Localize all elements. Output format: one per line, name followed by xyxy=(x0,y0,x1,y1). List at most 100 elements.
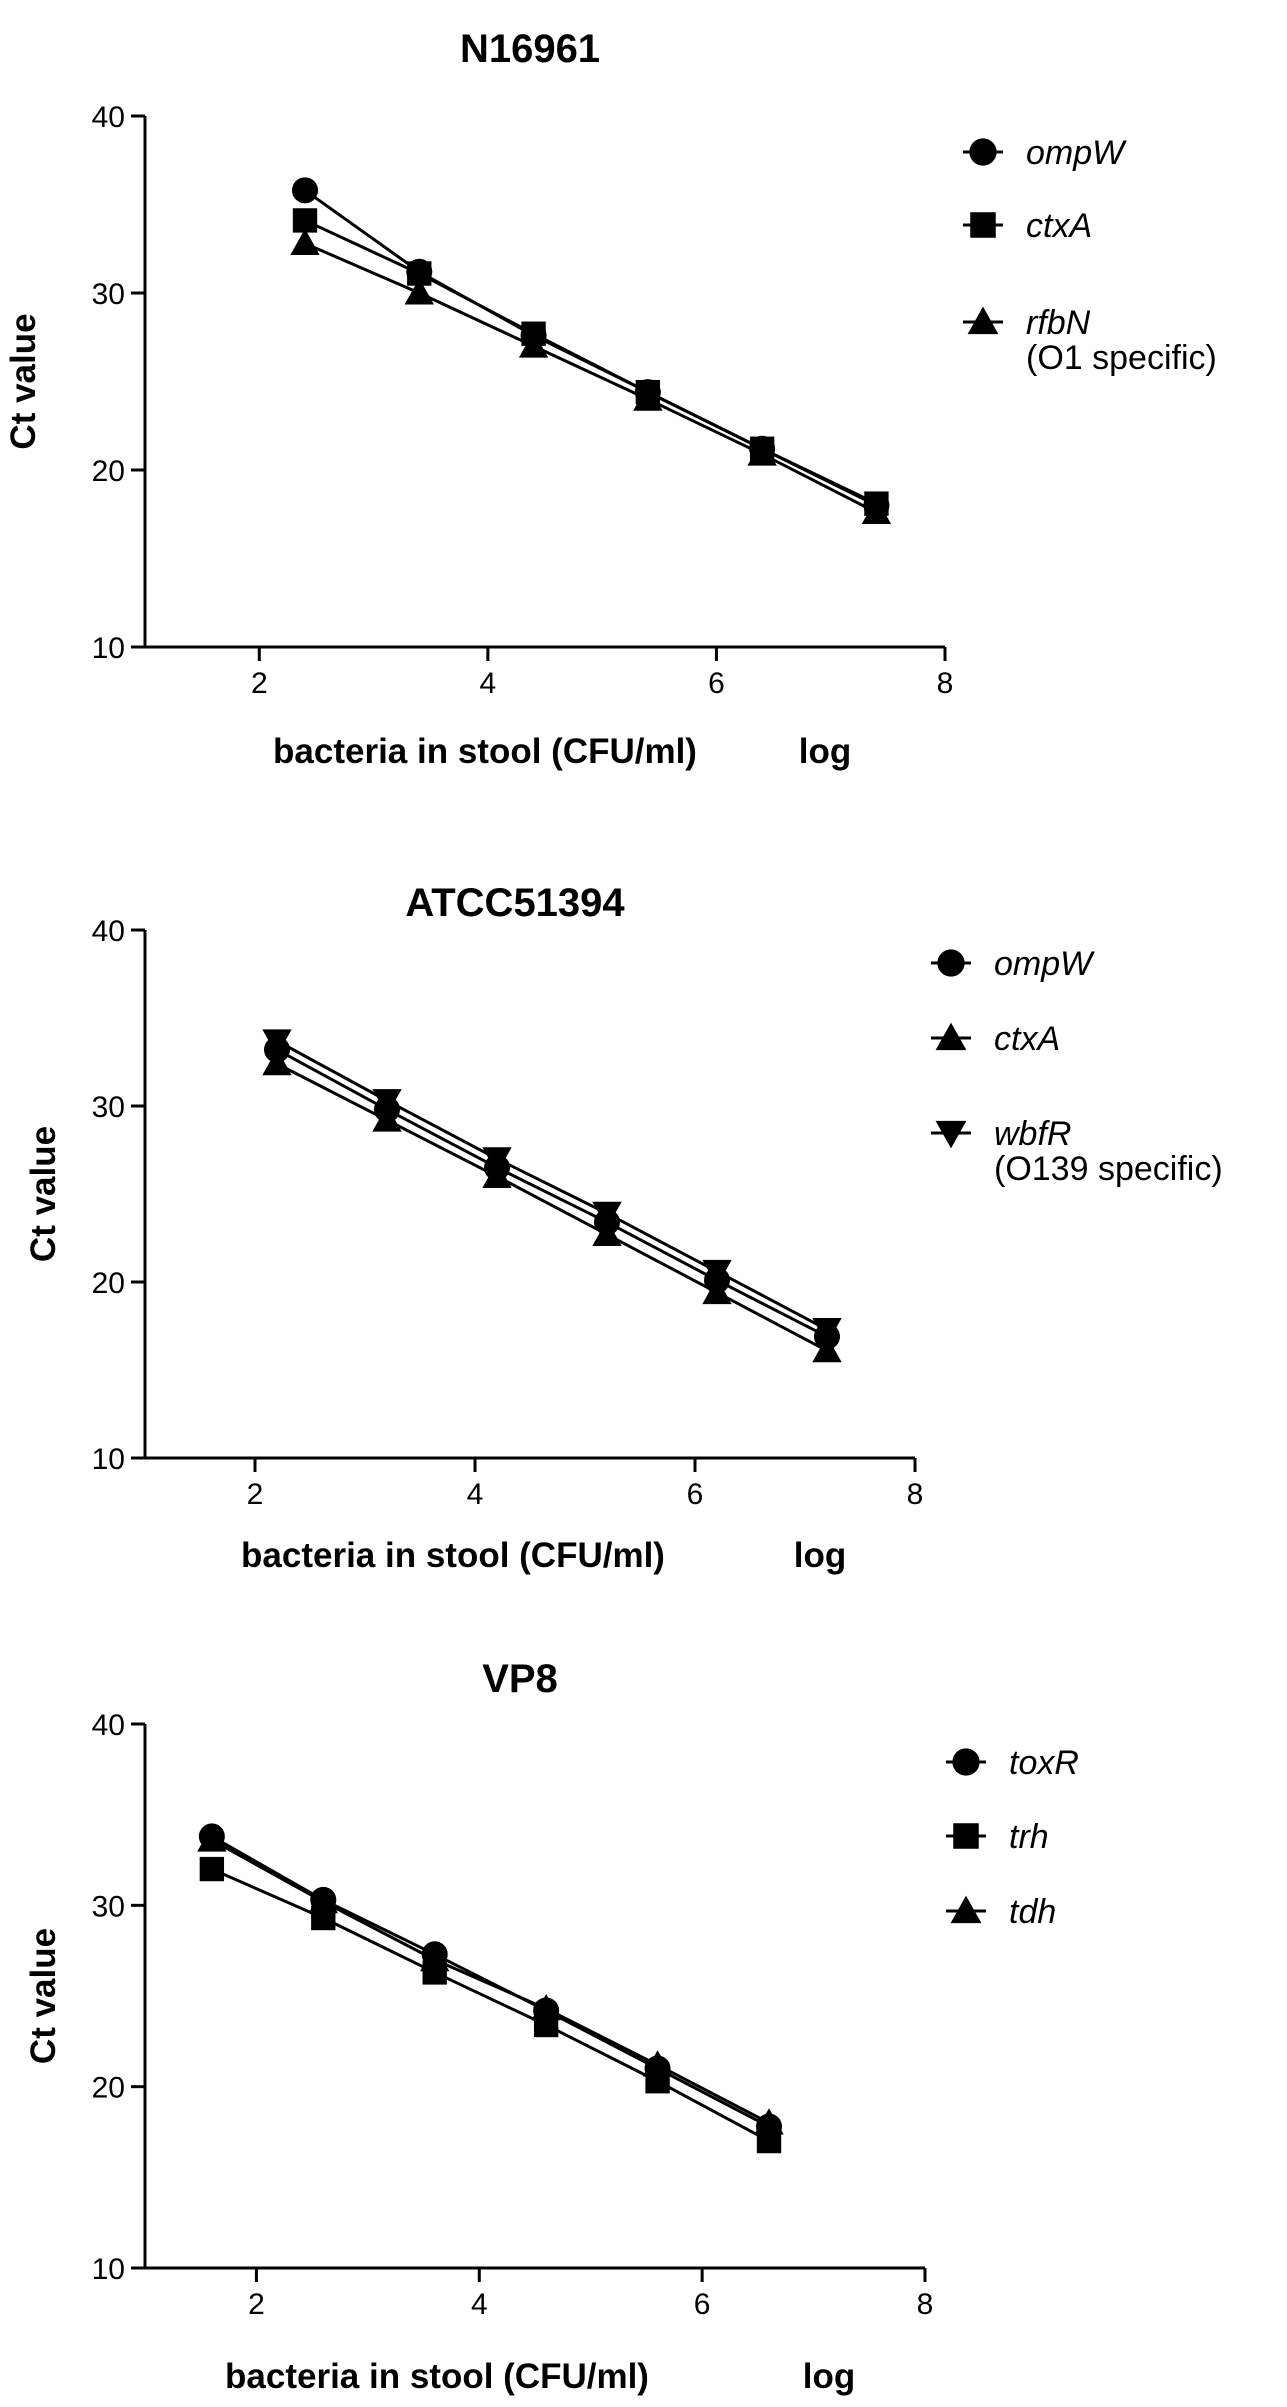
data-point xyxy=(702,1259,732,1287)
data-point xyxy=(262,1049,292,1076)
data-point xyxy=(290,228,320,255)
legend-note: (O1 specific) xyxy=(1026,339,1217,377)
x-tick-label: 4 xyxy=(471,2288,488,2321)
legend-marker-circle xyxy=(937,949,965,977)
chart-title: VP8 xyxy=(482,1657,558,1701)
x-tick-label: 4 xyxy=(480,667,497,700)
y-tick-label: 20 xyxy=(92,2072,125,2105)
series-ctxA xyxy=(292,208,889,516)
x-axis-label-log: log xyxy=(799,732,851,771)
data-point xyxy=(372,1089,402,1116)
x-tick-label: 4 xyxy=(467,1478,484,1511)
x-tick-label: 6 xyxy=(687,1478,704,1511)
legend-label: rfbN xyxy=(1026,304,1091,342)
legend-label: trh xyxy=(1009,1818,1049,1856)
data-point xyxy=(199,1856,225,1882)
legend-label: ompW xyxy=(994,945,1095,983)
data-point xyxy=(754,2108,784,2135)
series-ompW xyxy=(263,1036,841,1350)
data-point xyxy=(308,1887,338,1914)
x-axis-label: bacteria in stool (CFU/ml) xyxy=(241,1536,665,1575)
y-tick-label: 10 xyxy=(92,1443,125,1476)
data-point xyxy=(292,208,318,233)
y-axis-label: Ct value xyxy=(24,1126,63,1262)
x-tick-label: 8 xyxy=(937,667,954,700)
series-line xyxy=(211,1867,770,2143)
x-tick-label: 2 xyxy=(248,2288,265,2321)
legend-label: ompW xyxy=(1026,134,1127,172)
data-point xyxy=(702,1277,732,1305)
data-point xyxy=(518,331,549,358)
series-rfbN xyxy=(290,228,892,525)
y-tick-label: 40 xyxy=(92,101,125,134)
series-tdh xyxy=(197,1825,784,2135)
legend-marker-triangle-up xyxy=(935,1022,967,1051)
data-point xyxy=(482,1161,512,1188)
y-tick-label: 40 xyxy=(92,915,125,948)
legend-marker-triangle-up xyxy=(967,306,999,335)
data-point xyxy=(812,1317,842,1345)
x-tick-label: 2 xyxy=(247,1478,264,1511)
series-line xyxy=(211,1835,770,2128)
data-point xyxy=(592,1219,622,1247)
legend-label: toxR xyxy=(1009,1744,1079,1782)
legend-label: wbfR xyxy=(994,1115,1071,1153)
y-tick-label: 30 xyxy=(92,278,125,311)
data-point xyxy=(372,1105,402,1132)
series-line xyxy=(276,1039,828,1331)
legend-marker-circle xyxy=(969,138,997,166)
legend-marker-square xyxy=(953,1823,979,1849)
series-trh xyxy=(199,1856,782,2154)
y-axis-label: Ct value xyxy=(24,1928,63,2064)
data-point xyxy=(633,384,663,411)
data-point xyxy=(262,1029,292,1056)
series-line xyxy=(276,1062,828,1352)
data-point xyxy=(592,1201,622,1229)
data-point xyxy=(812,1335,842,1363)
data-point xyxy=(747,439,777,466)
chart-panel-1: N16961 10 20 30 40 2 4 6 8 bacteria in stool (CFU… xyxy=(4,27,1217,771)
y-tick-label: 30 xyxy=(92,1091,125,1124)
series-line xyxy=(211,1838,770,2125)
data-point xyxy=(197,1825,227,1852)
x-tick-label: 8 xyxy=(917,2288,934,2321)
x-axis-label-log: log xyxy=(794,1536,846,1575)
x-tick-label: 2 xyxy=(251,667,268,700)
y-axis-label: Ct value xyxy=(4,313,43,449)
data-point xyxy=(482,1147,512,1174)
legend-marker-triangle-down xyxy=(935,1120,967,1149)
chart-panel-2: ATCC51394 10 20 30 40 2 4 6 8 bacteria in stool (… xyxy=(24,881,1223,1575)
series-line xyxy=(276,1048,828,1338)
y-tick-label: 20 xyxy=(92,455,125,488)
data-point xyxy=(531,1993,561,2021)
x-tick-label: 6 xyxy=(694,2288,711,2321)
series-wbfR xyxy=(262,1029,842,1345)
x-axis-label: bacteria in stool (CFU/ml) xyxy=(273,732,697,771)
series-line xyxy=(304,219,878,505)
legend-marker-triangle-up xyxy=(950,1895,982,1924)
y-tick-label: 10 xyxy=(92,632,125,665)
legend-marker-square xyxy=(970,212,996,238)
data-point xyxy=(642,2050,673,2077)
data-point xyxy=(420,1945,450,1972)
data-point xyxy=(861,497,892,525)
legend-label: ctxA xyxy=(994,1020,1060,1058)
series-ctxA xyxy=(262,1049,842,1363)
legend-note: (O139 specific) xyxy=(994,1150,1223,1188)
y-tick-label: 30 xyxy=(92,1890,125,1923)
series-toxR xyxy=(198,1823,783,2140)
legend-marker-circle xyxy=(952,1748,980,1776)
legend-label: ctxA xyxy=(1026,207,1092,245)
y-tick-label: 20 xyxy=(92,1267,125,1300)
x-axis-label-log: log xyxy=(803,2357,855,2396)
legend-label: tdh xyxy=(1009,1893,1056,1931)
data-point xyxy=(404,278,434,305)
series-line xyxy=(304,242,878,514)
x-tick-label: 8 xyxy=(907,1478,924,1511)
chart-panel-3: VP8 10 20 30 40 2 4 6 8 bacteria in stool (CFU/ml… xyxy=(24,1657,1079,2396)
series-line xyxy=(304,189,878,507)
x-axis-label: bacteria in stool (CFU/ml) xyxy=(225,2357,649,2396)
data-point xyxy=(291,177,319,204)
chart-title: ATCC51394 xyxy=(405,881,625,925)
